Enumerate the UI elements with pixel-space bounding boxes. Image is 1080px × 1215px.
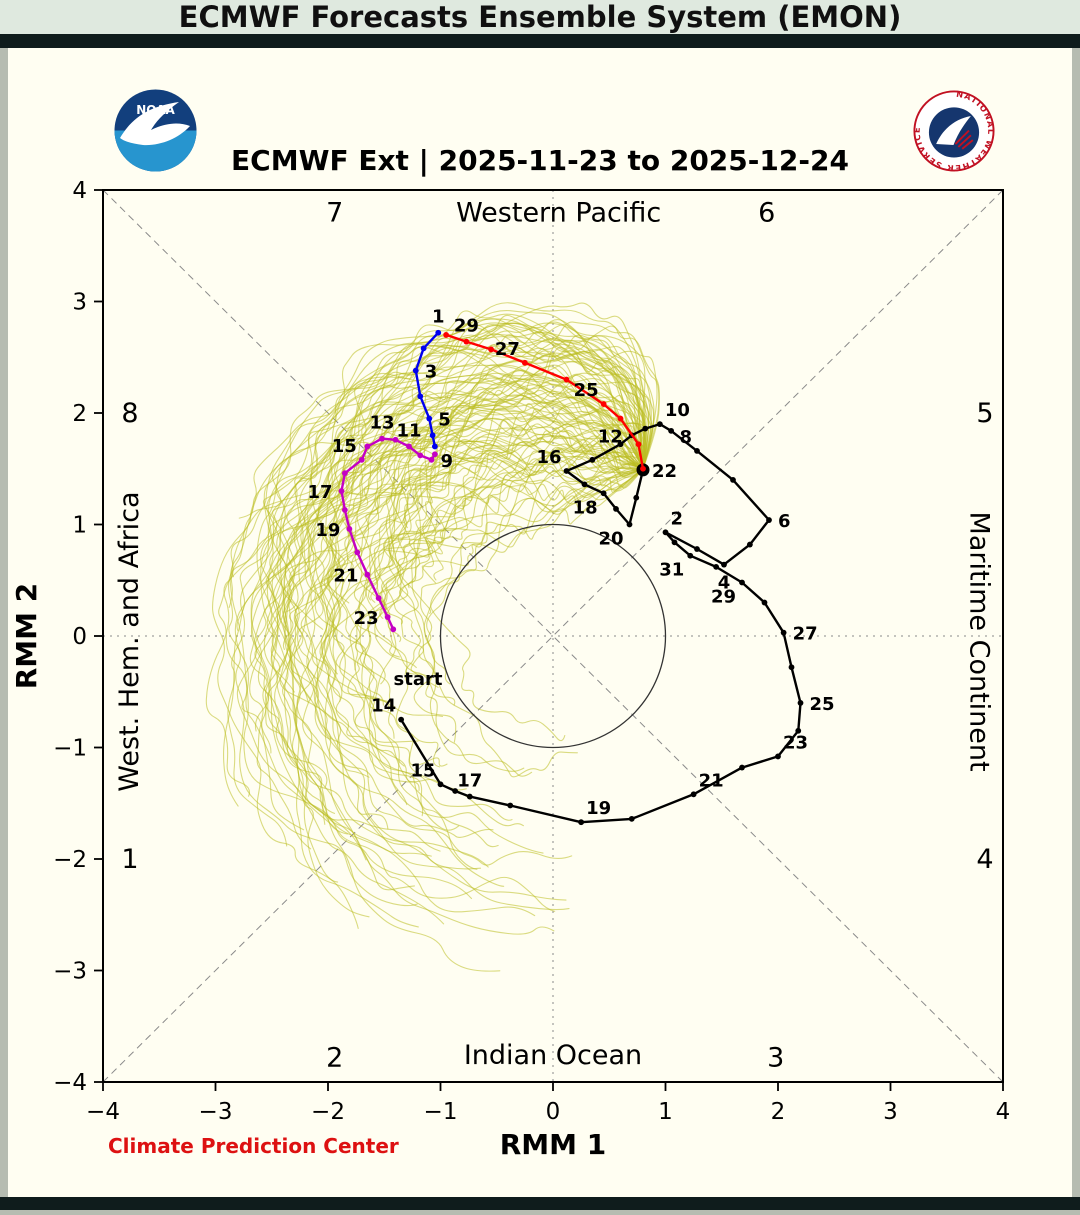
header-divider bbox=[0, 34, 1080, 48]
svg-text:15: 15 bbox=[332, 436, 357, 457]
svg-text:0: 0 bbox=[72, 624, 87, 650]
svg-text:19: 19 bbox=[315, 520, 340, 541]
svg-text:4: 4 bbox=[996, 1099, 1011, 1125]
nws-stripes-icon bbox=[954, 129, 974, 150]
svg-text:−1: −1 bbox=[53, 736, 87, 762]
figure: NOAA NATIONAL WEATHER SERVICE ECMWF Ext … bbox=[8, 48, 1072, 1197]
svg-text:21: 21 bbox=[333, 566, 358, 587]
svg-text:29: 29 bbox=[454, 316, 479, 337]
svg-text:23: 23 bbox=[354, 608, 379, 629]
svg-text:RMM 1: RMM 1 bbox=[500, 1128, 607, 1161]
svg-text:29: 29 bbox=[711, 586, 736, 607]
svg-text:2: 2 bbox=[72, 401, 87, 427]
nws-bird-icon bbox=[936, 116, 971, 145]
svg-text:Maritime Continent: Maritime Continent bbox=[963, 512, 994, 772]
svg-text:−3: −3 bbox=[199, 1099, 233, 1125]
svg-text:3: 3 bbox=[883, 1099, 898, 1125]
svg-text:17: 17 bbox=[307, 482, 332, 503]
svg-text:−4: −4 bbox=[86, 1099, 120, 1125]
svg-text:1: 1 bbox=[658, 1099, 673, 1125]
svg-text:RMM 2: RMM 2 bbox=[10, 583, 43, 690]
svg-text:9: 9 bbox=[441, 451, 454, 472]
svg-text:−2: −2 bbox=[311, 1099, 345, 1125]
svg-text:−4: −4 bbox=[53, 1070, 87, 1096]
svg-text:1: 1 bbox=[72, 513, 87, 539]
svg-text:Indian Ocean: Indian Ocean bbox=[464, 1040, 642, 1071]
svg-text:6: 6 bbox=[778, 511, 791, 532]
svg-text:20: 20 bbox=[598, 529, 623, 550]
credit: Climate Prediction Center bbox=[108, 1134, 399, 1158]
svg-text:27: 27 bbox=[495, 339, 520, 360]
svg-text:3: 3 bbox=[72, 290, 87, 316]
ensemble-members bbox=[205, 302, 660, 972]
svg-text:16: 16 bbox=[536, 447, 561, 468]
svg-text:10: 10 bbox=[665, 400, 690, 421]
svg-text:14: 14 bbox=[371, 696, 396, 717]
svg-text:Western Pacific: Western Pacific bbox=[456, 197, 661, 228]
nws-logo: NATIONAL WEATHER SERVICE bbox=[913, 90, 995, 172]
svg-text:19: 19 bbox=[586, 798, 611, 819]
svg-text:2: 2 bbox=[671, 508, 684, 529]
svg-text:0: 0 bbox=[546, 1099, 561, 1125]
svg-text:22: 22 bbox=[652, 461, 677, 482]
svg-text:3: 3 bbox=[767, 1042, 784, 1073]
svg-text:27: 27 bbox=[793, 624, 818, 645]
svg-text:West. Hem. and Africa: West. Hem. and Africa bbox=[114, 491, 145, 791]
footer-divider bbox=[0, 1197, 1080, 1210]
svg-text:4: 4 bbox=[718, 573, 731, 594]
noaa-logo-text: NOAA bbox=[136, 103, 175, 117]
page-title: ECMWF Forecasts Ensemble System (EMON) bbox=[178, 0, 902, 34]
svg-text:2: 2 bbox=[326, 1042, 343, 1073]
svg-text:12: 12 bbox=[598, 426, 623, 447]
svg-text:15: 15 bbox=[410, 760, 435, 781]
svg-text:−1: −1 bbox=[424, 1099, 458, 1125]
svg-text:5: 5 bbox=[976, 398, 993, 429]
svg-text:25: 25 bbox=[810, 694, 835, 715]
svg-text:6: 6 bbox=[758, 197, 775, 228]
svg-text:5: 5 bbox=[438, 410, 451, 431]
svg-text:7: 7 bbox=[326, 197, 343, 228]
svg-text:31: 31 bbox=[659, 560, 684, 581]
svg-text:8: 8 bbox=[679, 427, 692, 448]
svg-text:25: 25 bbox=[574, 380, 599, 401]
svg-text:3: 3 bbox=[425, 362, 438, 383]
header-bar: ECMWF Forecasts Ensemble System (EMON) bbox=[0, 0, 1080, 34]
svg-text:23: 23 bbox=[783, 732, 808, 753]
svg-text:2: 2 bbox=[771, 1099, 786, 1125]
figure-title: ECMWF Ext | 2025-11-23 to 2025-12-24 bbox=[231, 144, 849, 177]
svg-text:18: 18 bbox=[573, 497, 598, 518]
svg-text:17: 17 bbox=[457, 771, 482, 792]
svg-text:1: 1 bbox=[121, 844, 138, 875]
svg-text:4: 4 bbox=[976, 844, 993, 875]
svg-text:1: 1 bbox=[432, 307, 445, 328]
svg-text:13: 13 bbox=[369, 413, 394, 434]
svg-text:4: 4 bbox=[72, 178, 87, 204]
svg-text:11: 11 bbox=[396, 420, 421, 441]
svg-text:−3: −3 bbox=[53, 959, 87, 985]
svg-text:8: 8 bbox=[121, 398, 138, 429]
svg-text:−2: −2 bbox=[53, 847, 87, 873]
noaa-gull-icon bbox=[120, 102, 190, 146]
noaa-logo: NOAA bbox=[114, 89, 197, 172]
svg-text:21: 21 bbox=[699, 770, 724, 791]
svg-text:start: start bbox=[394, 669, 443, 690]
